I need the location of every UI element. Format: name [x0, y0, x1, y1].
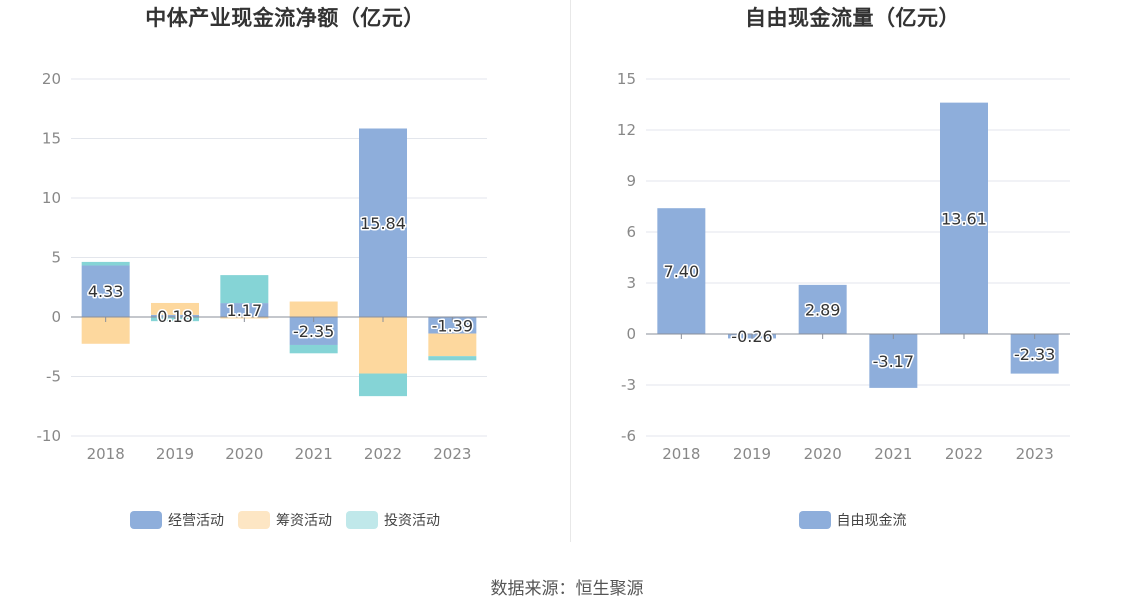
legend-label: 自由现金流 — [836, 513, 907, 529]
chart-title: 自由现金流量（亿元） — [745, 6, 960, 30]
legend-swatch — [130, 511, 162, 529]
y-tick-label: 3 — [626, 274, 636, 292]
bar — [220, 303, 269, 317]
bar — [151, 302, 199, 315]
x-tick-label: 2022 — [364, 445, 402, 463]
y-tick-label: 15 — [42, 130, 61, 148]
data-label: 4.33 — [88, 282, 124, 301]
bar — [869, 334, 918, 388]
y-tick-label: -3 — [621, 376, 636, 394]
x-tick-label: 2019 — [156, 445, 194, 463]
x-tick-label: 2021 — [874, 445, 912, 463]
bar — [428, 333, 477, 357]
y-tick-label: 12 — [617, 121, 636, 139]
bar — [289, 301, 338, 317]
chart-title: 中体产业现金流净额（亿元） — [145, 6, 425, 30]
bar — [359, 128, 407, 317]
chart-legend: 自由现金流 — [571, 510, 1134, 530]
chart-legend: 经营活动 筹资活动 投资活动 — [0, 510, 570, 530]
bar — [220, 275, 269, 304]
bar — [81, 261, 130, 266]
data-label: -1.39 — [432, 316, 473, 335]
y-tick-label: 20 — [42, 70, 61, 88]
y-tick-label: 6 — [626, 223, 636, 241]
x-tick-label: 2018 — [662, 445, 700, 463]
y-tick-label: -6 — [621, 427, 636, 445]
bar — [940, 102, 988, 334]
data-label: 2.89 — [805, 300, 841, 319]
bar — [359, 373, 407, 397]
x-tick-label: 2019 — [733, 445, 771, 463]
x-tick-label: 2022 — [945, 445, 983, 463]
legend-item[interactable]: 投资活动 — [346, 510, 440, 530]
bar — [359, 317, 407, 374]
x-tick-label: 2021 — [295, 445, 333, 463]
y-tick-label: 15 — [617, 70, 636, 88]
x-tick-label: 2018 — [87, 445, 125, 463]
y-tick-label: 0 — [626, 325, 636, 343]
x-tick-label: 2023 — [433, 445, 471, 463]
y-tick-label: 10 — [42, 189, 61, 207]
y-tick-label: 0 — [51, 308, 61, 326]
data-label: 7.40 — [664, 262, 700, 281]
net-cashflow-chart: -10 -5 0 5 10 15 20 2018 2019 2020 2021 2022 2023 4.3… — [37, 70, 487, 463]
bar — [1010, 334, 1059, 374]
data-source-note: 数据来源：恒生聚源 — [490, 579, 644, 599]
legend-item[interactable]: 自由现金流 — [798, 510, 907, 530]
bar — [428, 317, 477, 334]
y-tick-label: -5 — [46, 368, 61, 386]
x-tick-label: 2023 — [1016, 445, 1054, 463]
legend-swatch — [238, 511, 270, 529]
y-tick-label: 5 — [51, 249, 61, 267]
panel-divider — [570, 0, 571, 542]
data-label: 0.18 — [157, 307, 193, 326]
bar — [798, 284, 847, 334]
legend-item[interactable]: 筹资活动 — [238, 510, 332, 530]
legend-label: 经营活动 — [168, 513, 224, 529]
data-label: 13.61 — [941, 209, 987, 228]
free-cashflow-chart: -6 -3 0 3 6 9 12 15 2018 2019 2020 2021 2022 2023 7.40… — [617, 70, 1070, 463]
x-tick-label: 2020 — [804, 445, 842, 463]
bar — [151, 314, 199, 317]
x-tick-label: 2020 — [225, 445, 263, 463]
bar — [428, 356, 477, 361]
net-cashflow-chart-panel: 中体产业现金流净额（亿元） -10 -5 0 5 10 15 20 2018 2019 2020 2… — [0, 0, 570, 545]
bar — [657, 208, 706, 334]
legend-label: 筹资活动 — [276, 513, 332, 529]
data-label: -0.26 — [731, 327, 772, 346]
bar — [289, 344, 338, 354]
bar — [81, 265, 130, 317]
legend-swatch — [798, 511, 831, 529]
legend-swatch — [346, 511, 378, 529]
legend-item[interactable]: 经营活动 — [130, 510, 224, 530]
legend-label: 投资活动 — [384, 513, 440, 529]
data-label: -2.35 — [293, 322, 334, 341]
data-label: 1.17 — [227, 301, 263, 320]
data-label: -2.33 — [1014, 345, 1055, 364]
free-cashflow-chart-panel: 自由现金流量（亿元） -6 -3 0 3 6 9 12 15 2018 2019 2020 2021 2… — [571, 0, 1134, 545]
data-label: 15.84 — [360, 214, 406, 233]
y-tick-label: -10 — [37, 427, 62, 445]
y-tick-label: 9 — [626, 172, 636, 190]
data-label: -3.17 — [873, 352, 914, 371]
